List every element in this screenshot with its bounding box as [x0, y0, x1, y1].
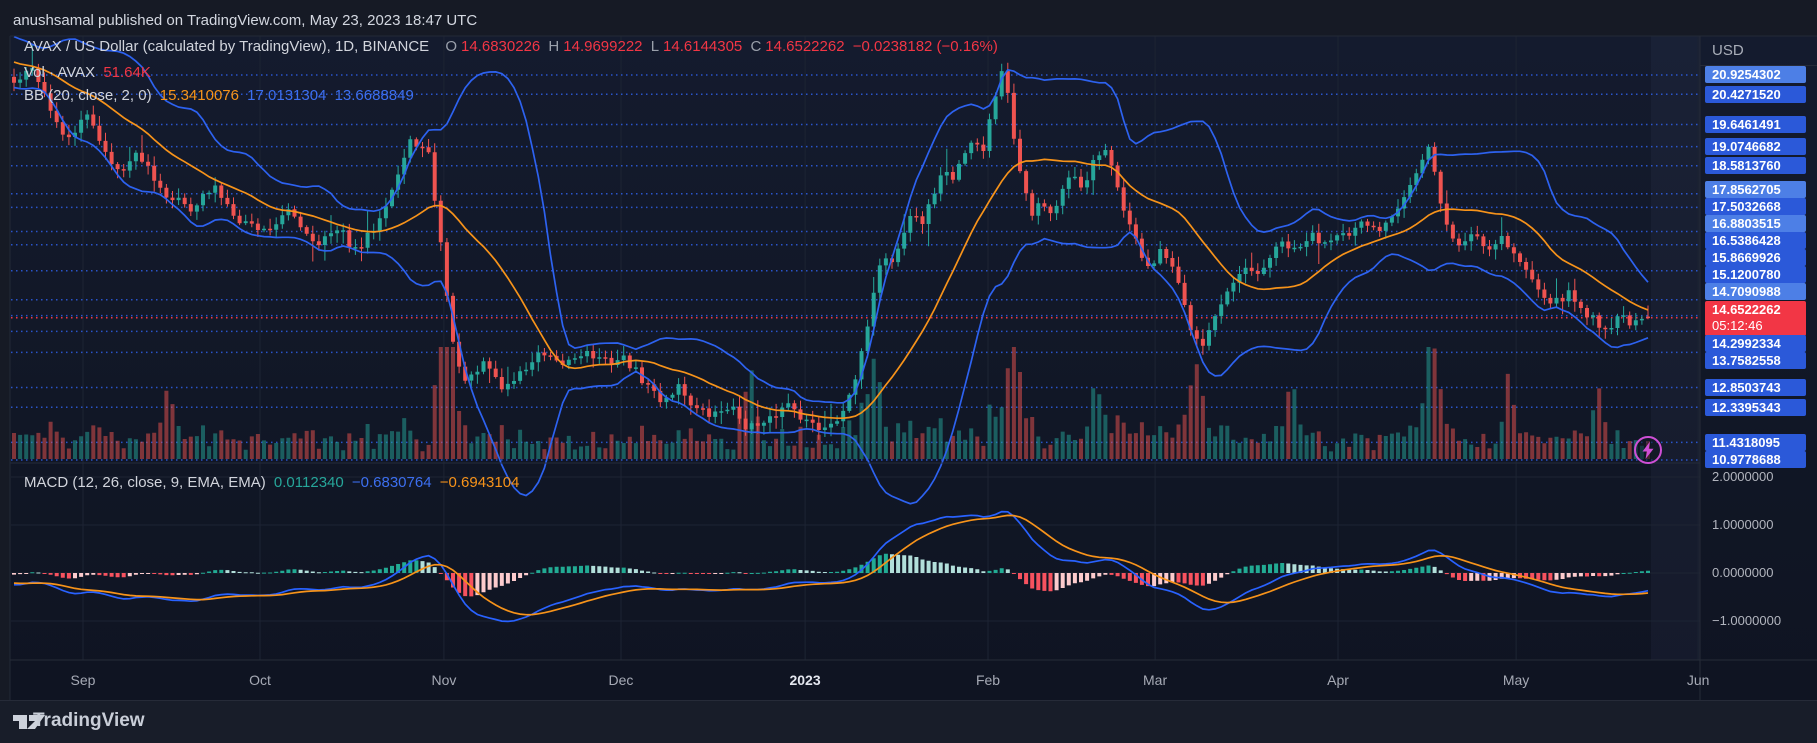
time-axis-label-mar: Mar — [1143, 672, 1168, 688]
publish-header: anushsamal published on TradingView.com,… — [0, 0, 1817, 36]
price-level-label: 13.7582558 — [1705, 352, 1806, 370]
time-axis-label-dec: Dec — [608, 672, 634, 688]
close-label: C — [750, 38, 762, 55]
footer-bar: TradingView — [0, 700, 1817, 743]
low-label: L — [650, 38, 660, 55]
bb-title[interactable]: BB (20, close, 2, 0) — [24, 87, 152, 104]
open-label: O — [445, 38, 457, 55]
tradingview-logo-icon[interactable] — [12, 712, 48, 732]
price-level-label: 12.8503743 — [1705, 378, 1806, 396]
time-axis-label-2023: 2023 — [789, 672, 821, 688]
price-level-label: 19.0746682 — [1705, 138, 1806, 156]
time-axis-label-jun: Jun — [1686, 672, 1710, 688]
macd-axis-label: −1.0000000 — [1712, 613, 1782, 628]
high-value: 14.9699222 — [563, 38, 643, 55]
macd-axis-label: 1.0000000 — [1712, 517, 1774, 532]
price-level-label: 19.6461491 — [1705, 115, 1806, 133]
time-axis-label-nov: Nov — [431, 672, 457, 688]
volume-title[interactable]: Vol · AVAX — [24, 64, 96, 81]
price-level-label: 20.4271520 — [1705, 85, 1806, 103]
bb-legend[interactable]: BB (20, close, 2, 0) 15.3410076 17.01313… — [24, 87, 418, 104]
symbol-legend[interactable]: AVAX / US Dollar (calculated by TradingV… — [24, 38, 1002, 55]
price-level-label: 18.5813760 — [1705, 157, 1806, 175]
macd-axis-label: 0.0000000 — [1712, 565, 1774, 580]
bar-countdown: 05:12:46 — [1712, 317, 1763, 333]
time-axis-label-apr: Apr — [1327, 672, 1349, 688]
lightning-icon — [1634, 436, 1662, 464]
price-level-label: 11.4318095 — [1705, 433, 1806, 451]
macd-signal-value: −0.6943104 — [439, 474, 520, 491]
last-price-value: 14.6522262 — [1712, 301, 1781, 317]
symbol-title[interactable]: AVAX / US Dollar (calculated by TradingV… — [24, 38, 430, 55]
time-axis-label-feb: Feb — [975, 672, 1001, 688]
price-axis[interactable]: USD 20.9254302 20.4271520 19.6461491 19.074… — [1700, 36, 1817, 700]
price-level-label: 15.8669926 — [1705, 249, 1806, 267]
high-label: H — [548, 38, 560, 55]
price-level-label: 16.8803515 — [1705, 215, 1806, 233]
change-value: −0.0238182 (−0.16%) — [852, 38, 998, 55]
macd-line-value: −0.6830764 — [351, 474, 432, 491]
time-axis-label-sep: Sep — [70, 672, 96, 688]
volume-legend[interactable]: Vol · AVAX 51.64K — [24, 64, 155, 81]
macd-axis-label: 2.0000000 — [1712, 469, 1774, 484]
time-axis-label-oct: Oct — [249, 672, 271, 688]
price-axis-unit: USD — [1700, 36, 1817, 66]
volume-value: 51.64K — [103, 64, 151, 81]
last-price-label: 14.6522262 05:12:46 — [1705, 300, 1806, 336]
price-level-label: 20.9254302 — [1705, 66, 1806, 84]
macd-legend[interactable]: MACD (12, 26, close, 9, EMA, EMA) 0.0112… — [24, 474, 523, 491]
publish-info-text: anushsamal published on TradingView.com,… — [13, 12, 478, 29]
macd-title[interactable]: MACD (12, 26, close, 9, EMA, EMA) — [24, 474, 266, 491]
macd-hist-value: 0.0112340 — [273, 474, 344, 491]
low-value: 14.6144305 — [663, 38, 743, 55]
time-axis[interactable]: Sep Oct Nov Dec 2023 Feb Mar Apr May Jun — [10, 661, 1709, 700]
close-value: 14.6522262 — [765, 38, 845, 55]
bb-lower-value: 13.6688849 — [334, 87, 414, 104]
price-level-label: 17.5032668 — [1705, 198, 1806, 216]
lightning-button[interactable] — [1632, 434, 1664, 466]
price-level-label: 17.8562705 — [1705, 181, 1806, 199]
open-value: 14.6830226 — [461, 38, 541, 55]
price-level-label: 15.1200780 — [1705, 266, 1806, 284]
bb-basis-value: 15.3410076 — [159, 87, 239, 104]
tradingview-brand-link[interactable]: TradingView — [33, 710, 145, 731]
price-level-label: 10.9778688 — [1705, 451, 1806, 469]
price-level-label: 12.3395343 — [1705, 398, 1806, 416]
price-level-label: 16.5386428 — [1705, 232, 1806, 250]
time-axis-label-may: May — [1502, 672, 1530, 688]
price-level-label: 14.7090988 — [1705, 283, 1806, 301]
bb-upper-value: 17.0131304 — [247, 87, 327, 104]
price-level-label: 14.2992334 — [1705, 335, 1806, 353]
